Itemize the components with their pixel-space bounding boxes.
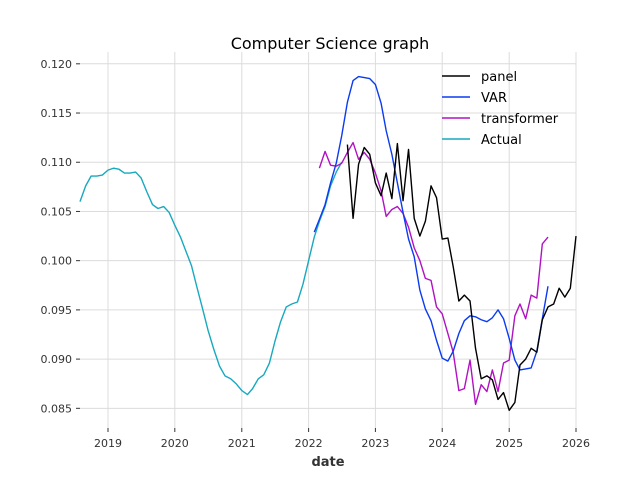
x-tick-label: 2023 (361, 437, 389, 450)
x-tick-label: 2025 (495, 437, 523, 450)
chart-title: Computer Science graph (231, 34, 430, 53)
legend-label-transformer: transformer (481, 112, 559, 127)
x-axis-label: date (311, 455, 344, 470)
legend-label-var: VAR (481, 91, 507, 106)
y-tick-label: 0.095 (41, 304, 73, 317)
x-tick-label: 2020 (161, 437, 189, 450)
axes-layer: 2019 2020 2021 2022 2023 2024 2025 2026 0.085 0.0… (41, 58, 591, 450)
x-tick-label: 2021 (228, 437, 256, 450)
series-line-panel (346, 142, 577, 411)
series-layer (79, 75, 577, 411)
y-tick-label: 0.120 (41, 58, 73, 71)
y-tick-label: 0.110 (41, 156, 73, 169)
legend-label-actual: Actual (481, 133, 522, 148)
legend: panel VAR transformer Actual (442, 70, 559, 148)
y-tick-label: 0.115 (41, 107, 73, 120)
series-line-actual (79, 161, 343, 396)
y-tick-label: 0.090 (41, 353, 73, 366)
y-tick-label: 0.085 (41, 402, 73, 415)
y-tick-label: 0.100 (41, 255, 73, 268)
x-tick-label: 2024 (428, 437, 456, 450)
legend-label-panel: panel (481, 70, 517, 85)
x-tick-label: 2022 (295, 437, 323, 450)
x-tick-label: 2019 (94, 437, 122, 450)
y-tick-label: 0.105 (41, 205, 73, 218)
x-tick-label: 2026 (562, 437, 590, 450)
series-line-transformer (318, 141, 549, 406)
grid-layer (80, 52, 577, 428)
series-line-var (313, 75, 549, 371)
